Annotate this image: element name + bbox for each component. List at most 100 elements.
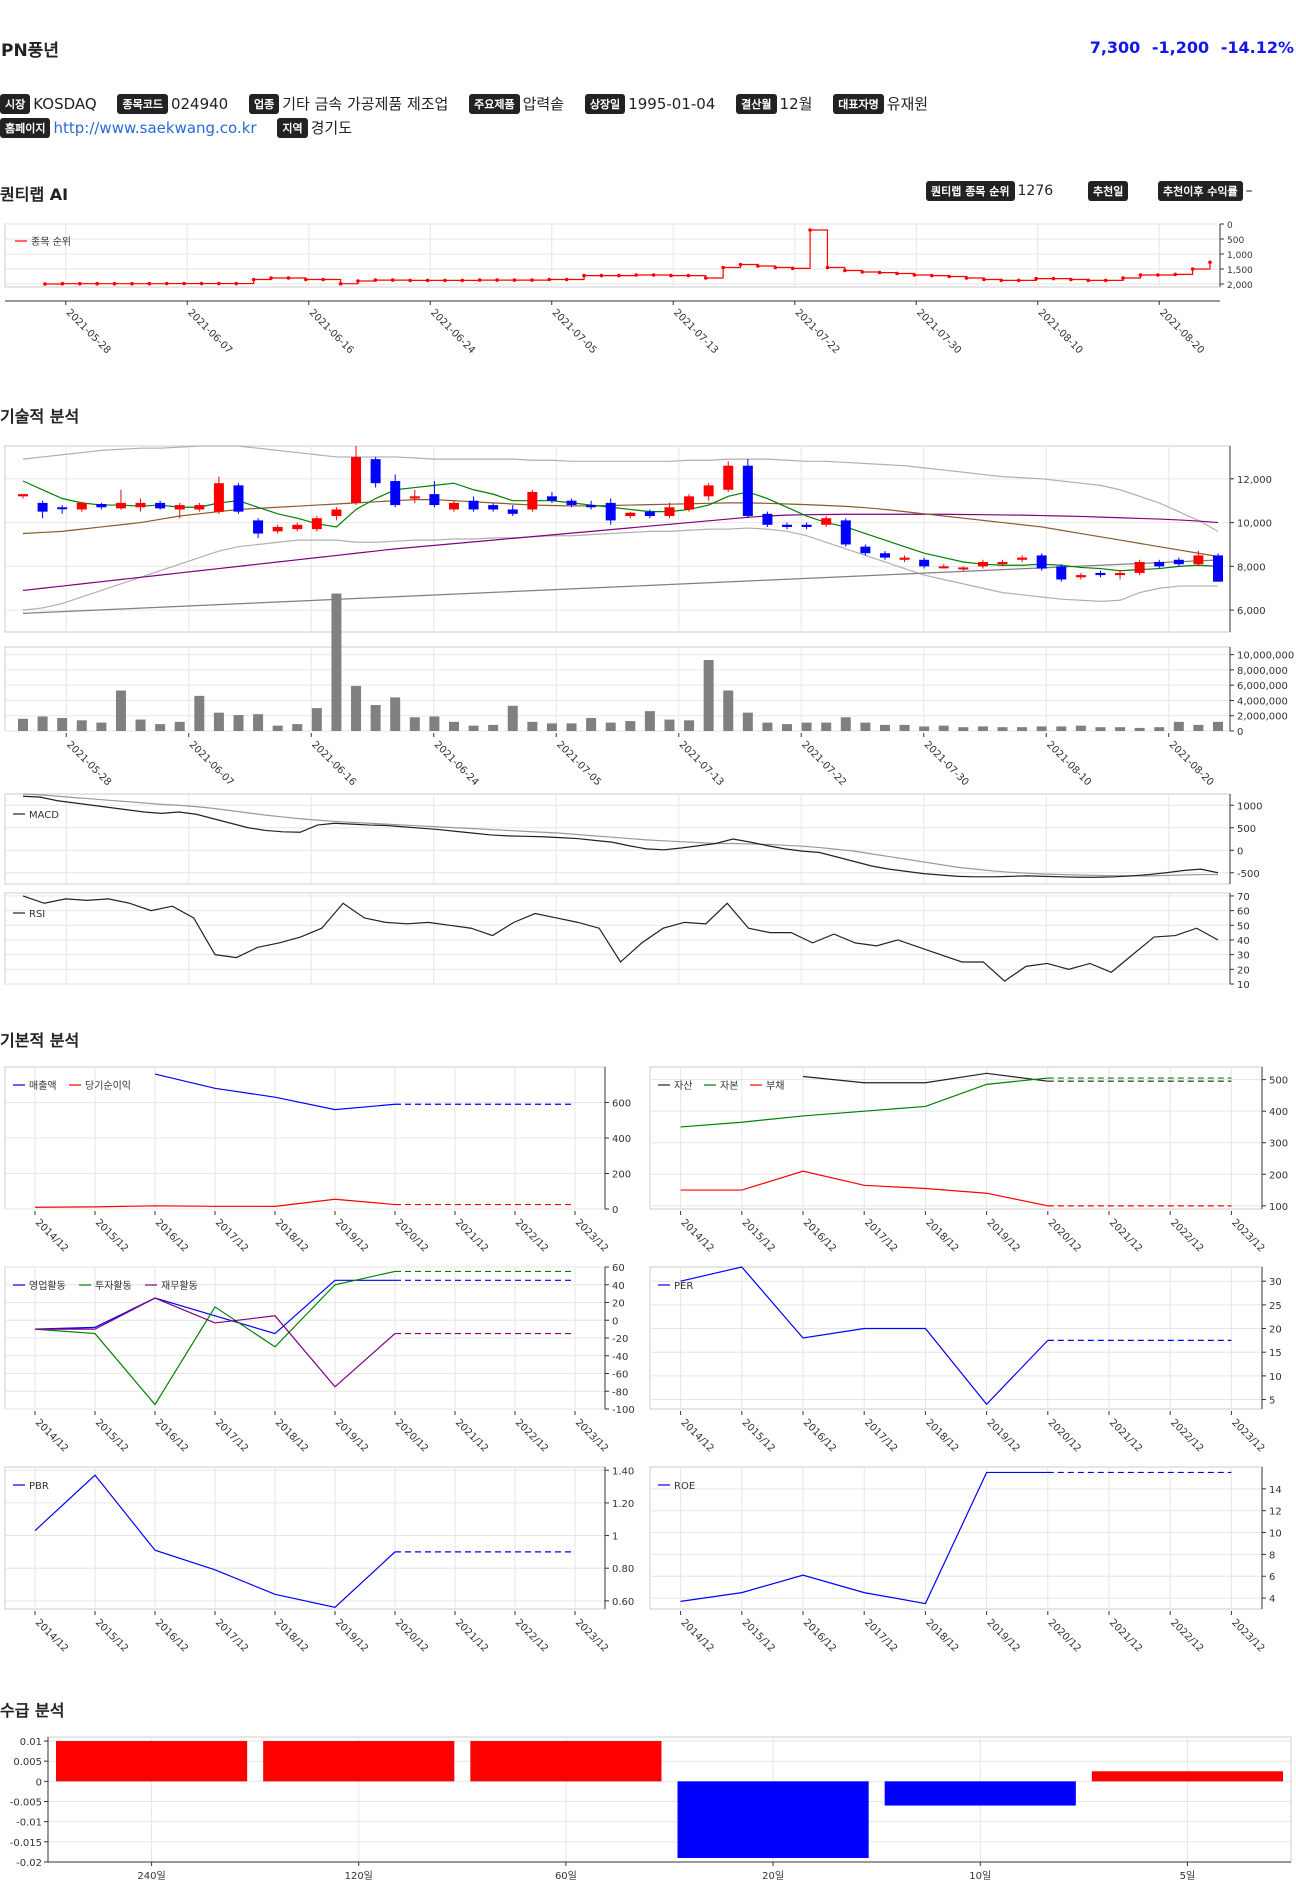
y-tick-label: 60 [612, 1263, 625, 1274]
rank-point [147, 281, 152, 286]
legend-label: ROE [674, 1481, 695, 1492]
volume-bar [96, 722, 107, 731]
x-tick-label: 2015/12 [740, 1617, 777, 1654]
y-tick-label: 500 [1269, 1076, 1288, 1087]
rank-point [530, 278, 534, 282]
rank-point [95, 281, 99, 286]
rank-point [43, 282, 47, 286]
x-tick-label: 2018/12 [923, 1417, 960, 1454]
x-tick-label: 2022/12 [1168, 1217, 1205, 1254]
x-tick-label: 2014/12 [33, 1617, 70, 1654]
y-tick-label: -100 [612, 1405, 635, 1416]
series-line [34, 1198, 396, 1208]
y-tick-label: -80 [612, 1387, 628, 1398]
volume-bar [527, 721, 538, 731]
x-tick-label: 2021/12 [453, 1617, 490, 1654]
x-tick-label: 2023/12 [1229, 1417, 1266, 1454]
market-value: KOSDAQ [33, 94, 97, 113]
rank-point [477, 278, 482, 282]
volume-bar [546, 723, 557, 731]
candle-body [860, 546, 871, 554]
volume-bar [76, 720, 87, 731]
candle-body [390, 481, 401, 506]
y-tick-label: 0 [36, 1777, 42, 1788]
candle-body [586, 505, 597, 508]
y-tick-label: 200 [612, 1170, 631, 1181]
volume-bar [213, 712, 224, 731]
rank-point [1208, 260, 1212, 265]
rank-point [390, 278, 395, 282]
candle-body [1056, 566, 1067, 580]
y-tick-label: 10,000,000 [1237, 651, 1294, 662]
code-value: 024940 [170, 94, 229, 113]
x-tick-label: 2015/12 [740, 1417, 777, 1454]
ceo-tag: 대표자명 [833, 93, 884, 114]
candle-body [57, 507, 68, 510]
quantilab-return: 추천이후 수익률 – [1158, 181, 1253, 201]
y-tick-label: 60 [1237, 907, 1250, 918]
x-tick-label: 2014/12 [678, 1617, 715, 1654]
legend-label: 자본 [720, 1080, 738, 1092]
volume-bar [1115, 727, 1126, 731]
candle-body [1115, 572, 1126, 576]
homepage-link[interactable]: http://www.saekwang.co.kr [53, 118, 257, 137]
candle-body [1173, 559, 1184, 565]
x-tick-label: 2017/12 [862, 1217, 899, 1254]
volume-bar [429, 716, 440, 731]
y-tick-label: 8,000 [1237, 562, 1266, 573]
candle-body [919, 559, 930, 567]
x-tick-label: 2015/12 [740, 1217, 777, 1254]
volume-bar [821, 722, 832, 731]
rank-point [269, 276, 273, 280]
volume-bar [1017, 727, 1028, 731]
candle-body [723, 465, 734, 490]
x-tick-label: 2021-06-16 [309, 739, 358, 788]
y-tick-label: 400 [612, 1134, 631, 1145]
rank-point [912, 273, 917, 277]
x-tick-label: 2014/12 [33, 1417, 70, 1454]
volume-bar [507, 705, 518, 731]
volume-bar [977, 726, 988, 731]
x-tick-label: 2016/12 [153, 1217, 190, 1254]
x-tick-label: 2023/12 [1229, 1617, 1266, 1654]
volume-bar [644, 711, 655, 731]
rank-point [1138, 273, 1143, 277]
rank-point [1051, 276, 1056, 281]
y-tick-label: 0.80 [612, 1564, 634, 1575]
x-tick-label: 2018/12 [923, 1217, 960, 1254]
rank-point [164, 281, 169, 286]
candle-body [233, 485, 244, 512]
volume-bar [37, 716, 48, 731]
x-tick-label: 2021/12 [453, 1217, 490, 1254]
volume-bar [723, 690, 734, 731]
rank-point [582, 273, 586, 278]
x-tick-label: 2022/12 [513, 1417, 550, 1454]
rank-point [947, 274, 951, 279]
x-tick-label: 2022/12 [1168, 1417, 1205, 1454]
candle-body [1154, 561, 1165, 567]
legend-label: 투자활동 [95, 1279, 132, 1292]
y-tick-label: 10 [1269, 1372, 1282, 1383]
quantilab-title: 퀀티랩 AI [0, 185, 69, 204]
x-tick-label: 2023/12 [1229, 1217, 1266, 1254]
y-tick-label: -20 [612, 1334, 628, 1345]
rank-tag: 퀀티랩 종목 순위 [926, 181, 1015, 201]
rank-point [60, 281, 65, 286]
candle-body [194, 505, 205, 510]
volume-bar [351, 685, 362, 731]
volume-bar [1134, 727, 1145, 731]
price-change-pct: -14.12% [1220, 38, 1294, 57]
x-tick-label: 2020/12 [393, 1217, 430, 1254]
candle-body [762, 513, 773, 525]
volume-bar [1075, 725, 1086, 731]
y-tick-label: 6,000,000 [1237, 681, 1288, 692]
y-tick-label: 5 [1269, 1396, 1275, 1407]
x-tick-label: 2020/12 [393, 1617, 430, 1654]
candle-body [448, 502, 459, 510]
y-tick-label: 0.60 [612, 1597, 634, 1608]
rsi-line [22, 895, 1219, 982]
y-tick-label: 30 [1237, 951, 1250, 962]
volume-bar [448, 721, 459, 731]
y-tick-label: 300 [1269, 1139, 1288, 1150]
y-tick-label: -0.02 [16, 1858, 42, 1869]
